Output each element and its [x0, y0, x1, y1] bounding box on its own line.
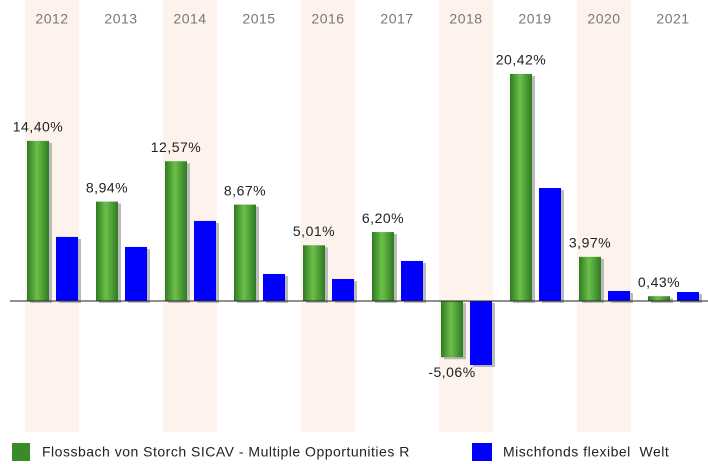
bar [96, 201, 118, 301]
bar [165, 161, 187, 301]
legend-swatch [12, 443, 30, 461]
x-tick-label: 2021 [656, 11, 689, 27]
value-label: 0,43% [638, 274, 680, 290]
value-label: -5,06% [428, 364, 475, 380]
value-label: 20,42% [496, 52, 546, 68]
bar [194, 220, 216, 301]
bar [677, 291, 699, 301]
value-label: 3,97% [569, 235, 611, 251]
bar [401, 260, 423, 301]
x-tick-label: 2012 [35, 11, 68, 27]
bar [648, 296, 670, 301]
value-label: 12,57% [151, 139, 201, 155]
x-tick-label: 2016 [311, 11, 344, 27]
legend-label: Flossbach von Storch SICAV - Multiple Op… [42, 444, 410, 460]
bar [372, 232, 394, 301]
x-tick-label: 2013 [104, 11, 137, 27]
value-label: 14,40% [13, 119, 63, 135]
legend-label: Mischfonds flexibel Welt [503, 444, 669, 460]
bar [470, 301, 492, 366]
bar [234, 204, 256, 301]
legend-swatch [472, 443, 492, 461]
column-band [301, 0, 355, 432]
value-label: 5,01% [293, 223, 335, 239]
x-tick-label: 2019 [518, 11, 551, 27]
value-label: 8,94% [86, 179, 128, 195]
bar [579, 256, 601, 301]
bar [441, 301, 463, 358]
x-tick-label: 2017 [380, 11, 413, 27]
x-tick-label: 2015 [242, 11, 275, 27]
x-tick-label: 2014 [173, 11, 206, 27]
x-tick-label: 2020 [587, 11, 620, 27]
column-band [577, 0, 631, 432]
bar [510, 73, 532, 302]
bar [608, 290, 630, 301]
x-tick-label: 2018 [449, 11, 482, 27]
bar [125, 246, 147, 301]
value-label: 6,20% [362, 210, 404, 226]
bar [27, 140, 49, 301]
bar [303, 245, 325, 301]
bar [56, 236, 78, 301]
bar [539, 188, 561, 301]
bar [332, 278, 354, 301]
value-label: 8,67% [224, 182, 266, 198]
bar [263, 273, 285, 301]
